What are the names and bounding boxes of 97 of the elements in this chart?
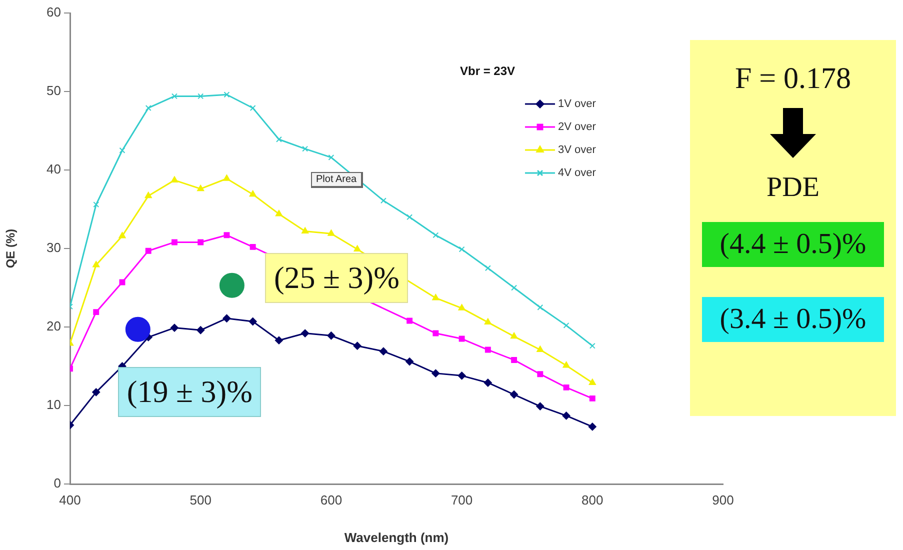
y-tick-label: 10	[46, 397, 61, 412]
x-tick-label: 900	[712, 492, 734, 508]
x-axis-title: Wavelength (nm)	[344, 530, 449, 545]
point	[172, 93, 178, 100]
point	[458, 372, 466, 380]
point	[93, 309, 100, 316]
point	[92, 388, 100, 396]
point	[222, 314, 231, 322]
y-tick-label: 40	[46, 162, 61, 177]
x-tick-label: 400	[59, 492, 81, 508]
annotation: Vbr = 23V	[460, 64, 516, 78]
point	[380, 198, 386, 204]
point	[511, 356, 518, 363]
point	[125, 316, 150, 342]
point	[144, 192, 152, 198]
legend-label: 2V over	[558, 120, 596, 132]
y-tick-label: 60	[46, 4, 61, 20]
point	[510, 390, 518, 399]
point	[172, 239, 178, 246]
point	[458, 304, 466, 310]
point	[302, 146, 308, 152]
point	[250, 105, 256, 111]
y-axis-title: QE (%)	[4, 228, 18, 268]
point	[197, 184, 204, 192]
annotation: (19 ± 3)%	[118, 367, 262, 418]
legend-label: 1V over	[558, 98, 596, 110]
point	[327, 332, 336, 340]
note-panel: F = 0.178 PDE (4.4 ± 0.5)% (3.4 ± 0.5)%	[690, 40, 896, 416]
point	[170, 324, 178, 332]
legend-label: 4V over	[558, 166, 596, 178]
point	[275, 210, 282, 216]
point	[301, 329, 310, 338]
point	[92, 260, 100, 268]
point	[224, 92, 230, 98]
point	[328, 154, 334, 160]
point	[458, 246, 465, 252]
y-tick-label: 20	[46, 318, 61, 334]
point	[170, 176, 178, 182]
point	[511, 284, 518, 291]
x-tick-label: 700	[450, 492, 473, 508]
point	[224, 232, 230, 238]
legend-label: 3V over	[558, 144, 596, 156]
point	[353, 342, 362, 350]
point	[119, 147, 126, 154]
point	[198, 93, 204, 100]
point	[432, 330, 439, 336]
point	[328, 230, 335, 236]
point	[276, 136, 282, 142]
point	[484, 265, 491, 272]
point	[458, 336, 465, 342]
point	[249, 190, 256, 197]
point	[536, 346, 544, 352]
point	[563, 322, 570, 328]
point	[248, 318, 257, 326]
point	[250, 244, 256, 250]
point	[145, 105, 152, 111]
point	[432, 369, 440, 378]
point	[589, 395, 596, 402]
point	[196, 326, 205, 334]
point	[406, 214, 413, 220]
point	[537, 371, 544, 378]
point	[432, 232, 439, 238]
annotation: (25 ± 3)%	[264, 253, 408, 304]
point	[198, 239, 204, 246]
point	[145, 248, 152, 254]
x-tick-label: 600	[320, 492, 342, 508]
point	[484, 318, 492, 325]
point	[537, 304, 544, 310]
y-tick-label: 0	[54, 476, 61, 491]
annotation: (3.4 ± 0.5)%	[702, 297, 884, 342]
point	[484, 378, 492, 387]
point	[588, 422, 596, 431]
x-tick-label: 800	[582, 492, 604, 508]
point	[354, 245, 361, 252]
point	[536, 402, 544, 410]
y-tick-label: 50	[46, 83, 61, 98]
point	[93, 202, 100, 208]
point	[219, 272, 244, 298]
point	[562, 412, 570, 420]
point	[432, 294, 440, 300]
x-tick-label: 500	[190, 492, 212, 508]
point	[563, 384, 570, 390]
point	[274, 336, 283, 344]
annotation: Plot Area	[311, 172, 363, 188]
point	[562, 361, 570, 368]
point	[379, 347, 388, 356]
point	[510, 332, 518, 339]
point	[589, 342, 596, 349]
annotation: (4.4 ± 0.5)%	[702, 222, 884, 267]
point	[223, 174, 230, 181]
point	[118, 232, 126, 238]
point	[406, 318, 413, 324]
point	[302, 227, 309, 234]
point	[484, 346, 491, 353]
point	[588, 378, 596, 385]
point	[406, 358, 414, 366]
y-tick-label: 30	[46, 240, 61, 256]
